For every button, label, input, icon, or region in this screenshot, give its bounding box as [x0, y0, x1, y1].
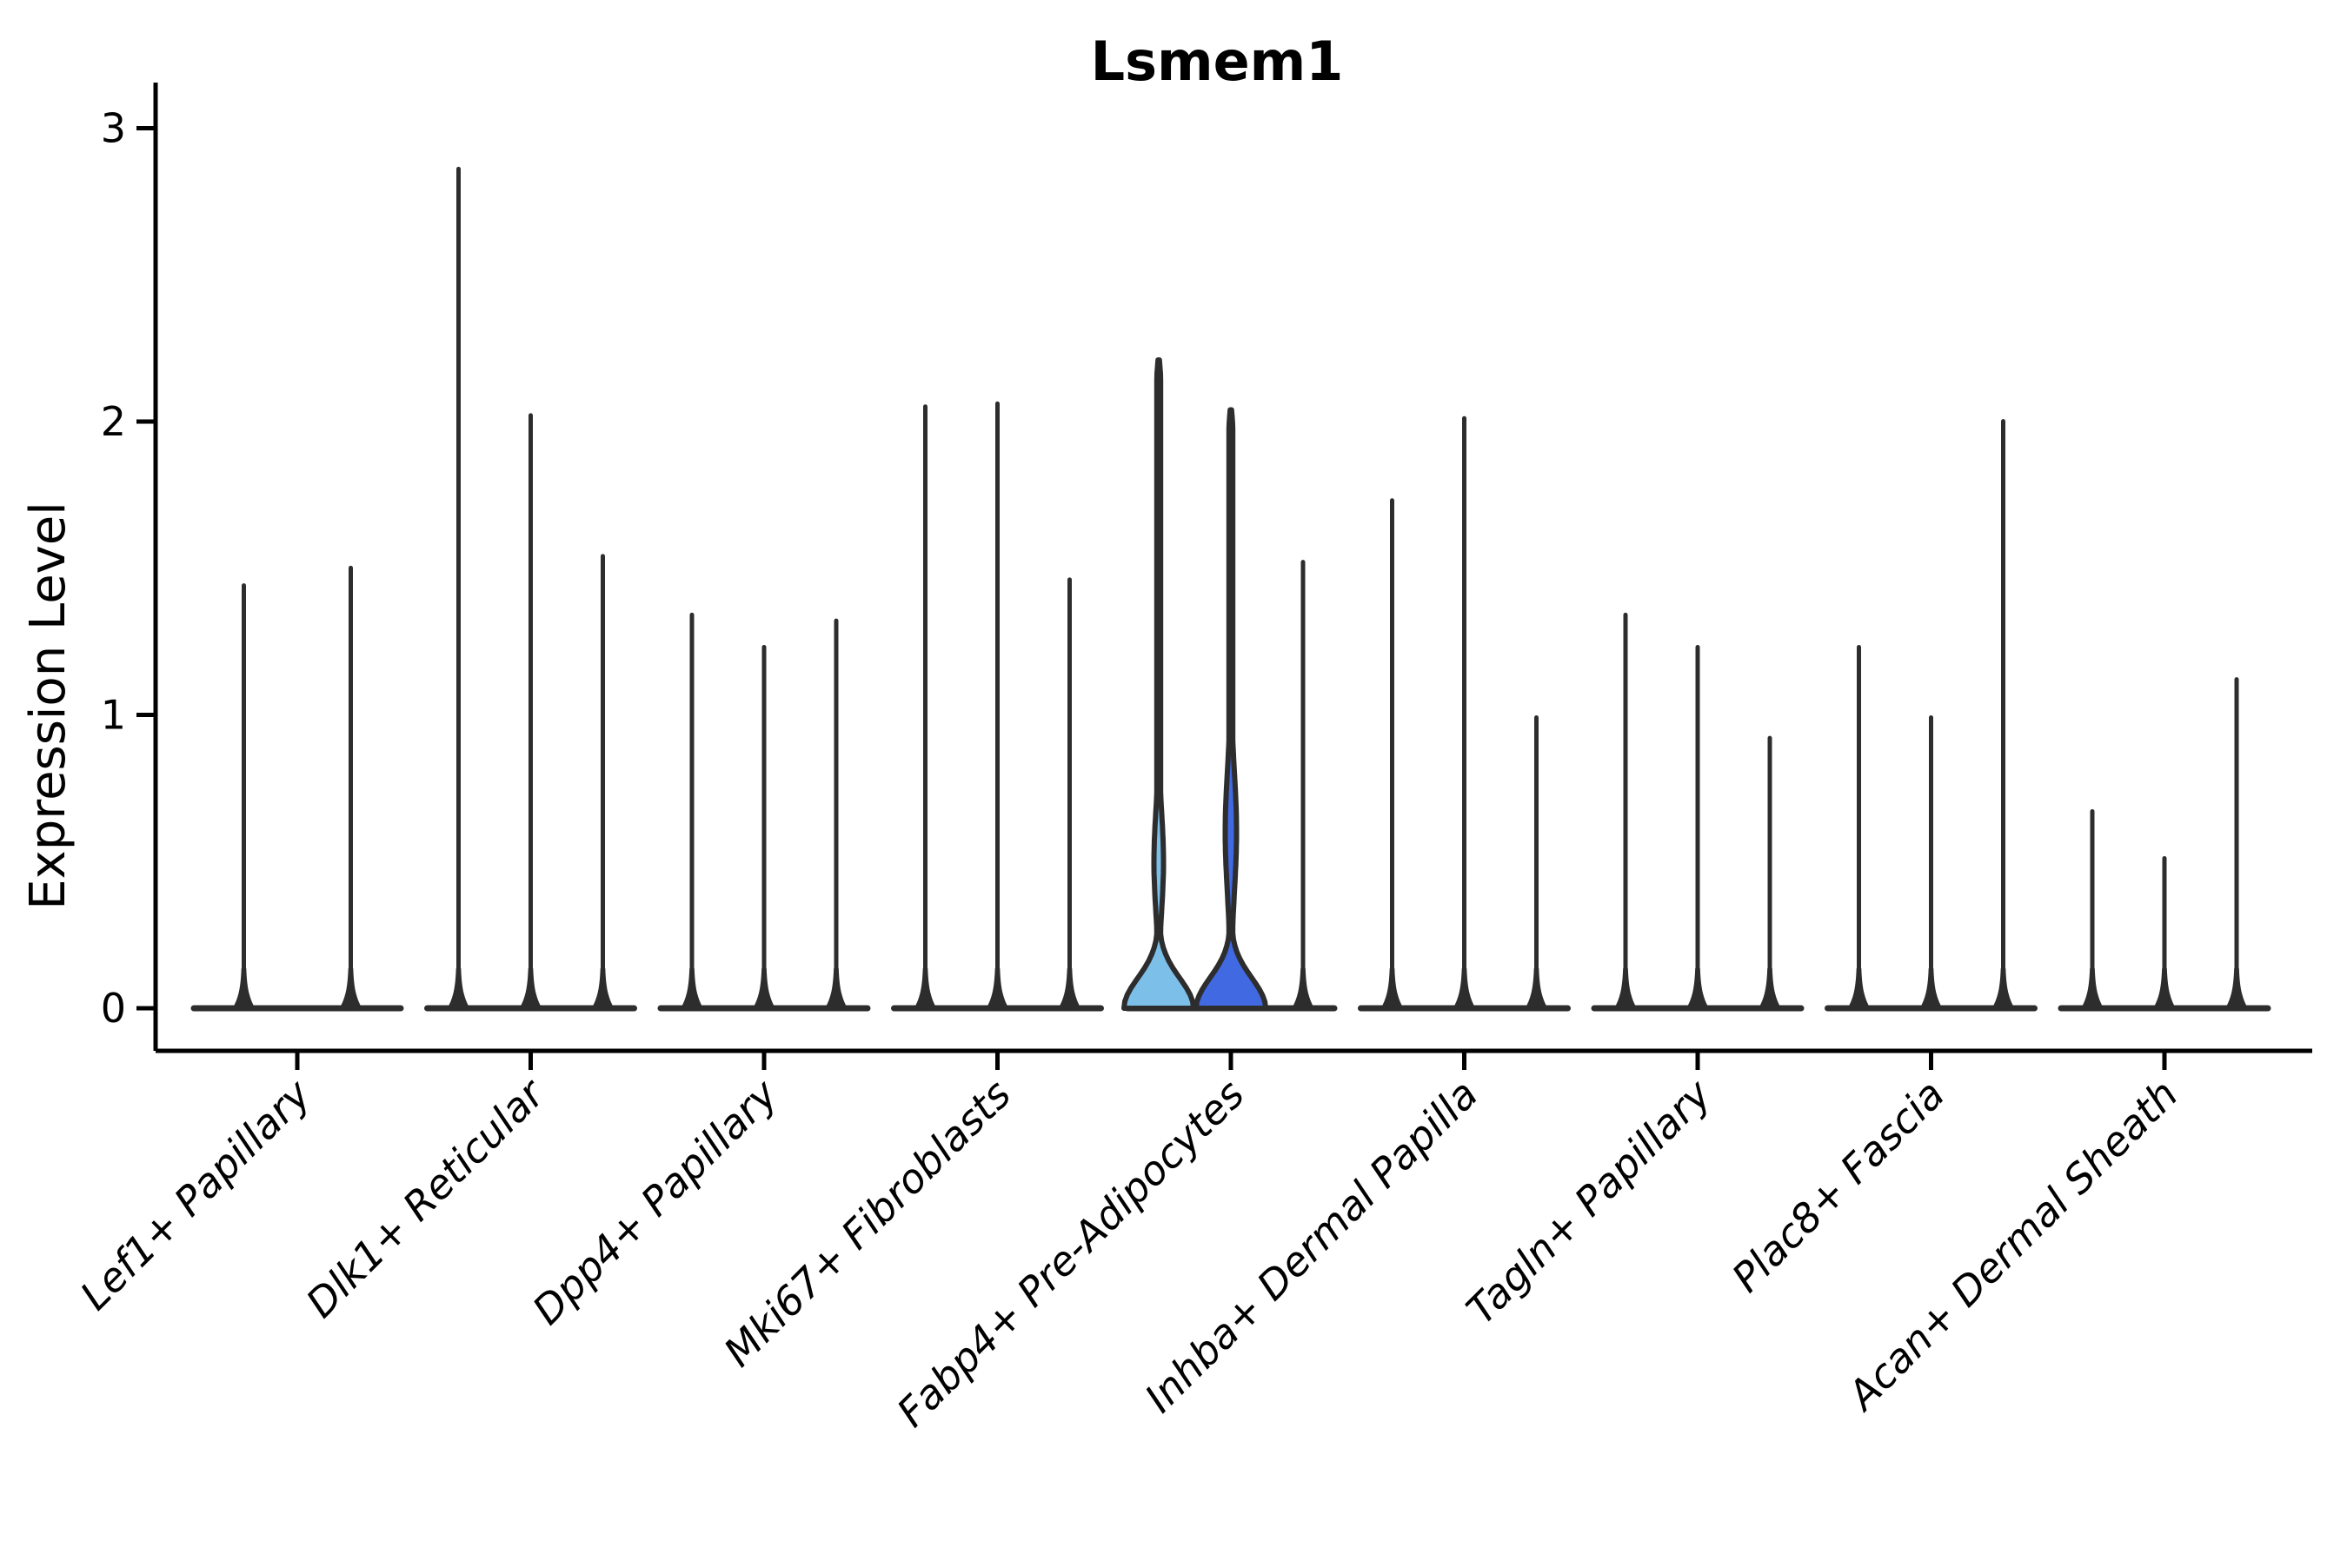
cluster-group	[1358, 415, 1571, 1012]
expressed-violin	[1121, 357, 1196, 1011]
cluster-group	[1121, 357, 1338, 1012]
y-tick-label: 1	[101, 692, 126, 739]
cluster-group	[657, 612, 871, 1012]
y-tick-label: 3	[101, 105, 126, 152]
cluster-group	[424, 166, 637, 1012]
cluster-group	[1591, 612, 1805, 1012]
cluster-group	[891, 401, 1104, 1012]
cluster-group	[190, 565, 404, 1012]
y-tick-label: 2	[101, 398, 126, 445]
chart-title: Lsmem1	[1091, 30, 1344, 93]
cluster-group	[2058, 677, 2271, 1012]
expressed-violin	[1193, 407, 1268, 1011]
y-tick-label: 0	[101, 985, 126, 1032]
y-axis-label: Expression Level	[20, 502, 76, 910]
cluster-group	[1825, 419, 2038, 1012]
